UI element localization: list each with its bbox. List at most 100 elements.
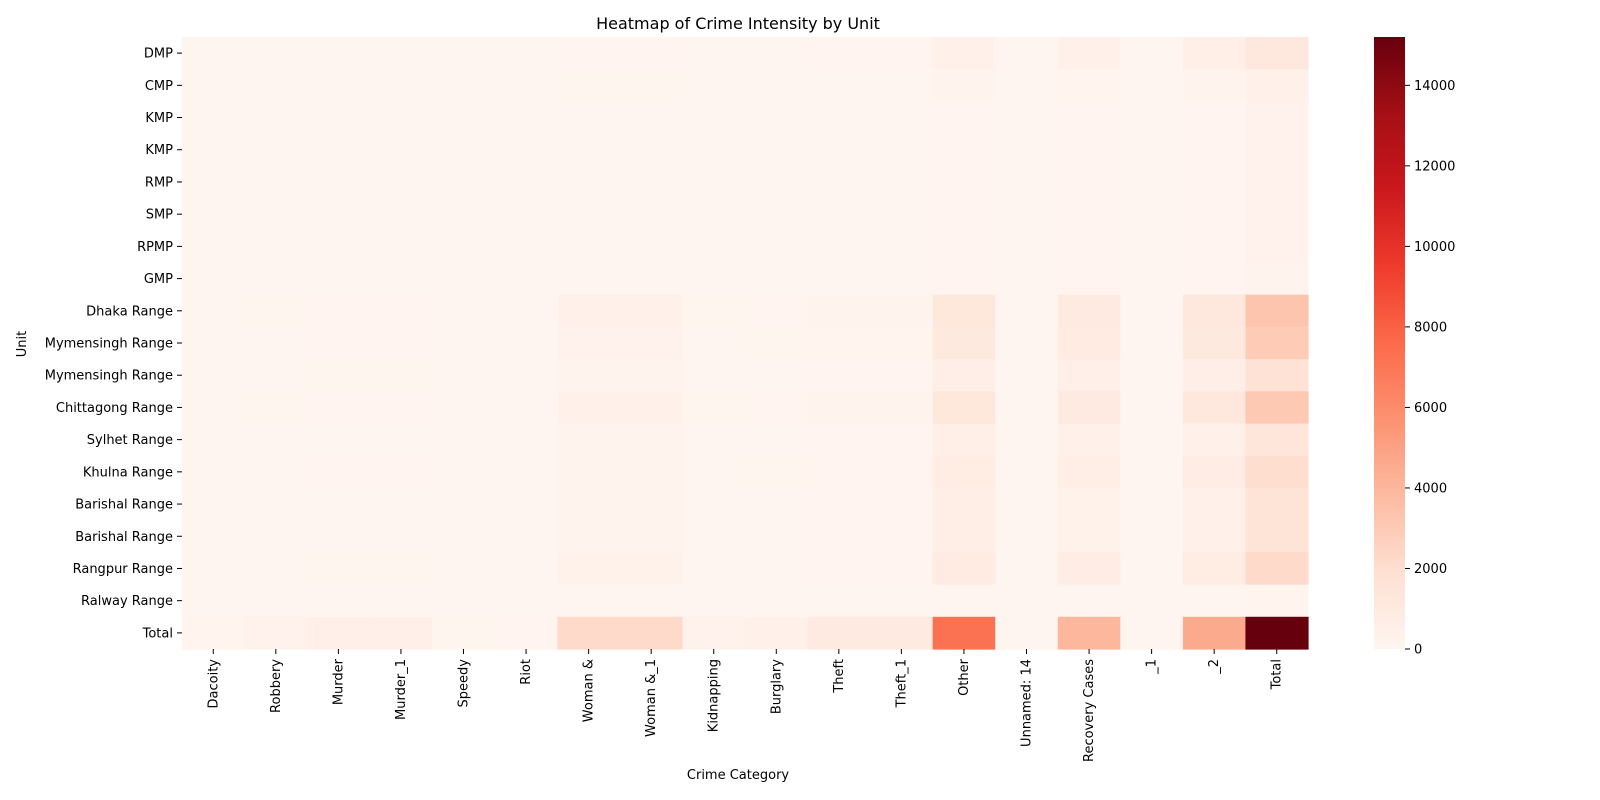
heatmap-cell xyxy=(307,326,371,360)
y-tick-label: KMP xyxy=(145,143,173,158)
heatmap-cell xyxy=(932,487,996,521)
heatmap-cell xyxy=(494,198,558,231)
heatmap-cell xyxy=(307,294,371,328)
heatmap-cell xyxy=(807,616,871,650)
heatmap-cell xyxy=(745,69,809,103)
heatmap-cell xyxy=(244,520,308,553)
heatmap-cell xyxy=(745,359,809,392)
heatmap-cell xyxy=(932,359,996,392)
heatmap-cell xyxy=(807,101,871,135)
heatmap-cell xyxy=(1057,198,1121,231)
heatmap-cell xyxy=(557,616,621,650)
x-tick-label: Theft xyxy=(832,659,847,694)
heatmap-cell xyxy=(494,359,558,392)
y-tick-label: Ralway Range xyxy=(81,594,173,609)
heatmap-cell xyxy=(182,616,246,650)
heatmap-cell xyxy=(870,552,934,586)
x-tick-label: Speedy xyxy=(457,659,472,708)
heatmap-cell xyxy=(244,198,308,231)
heatmap-cell xyxy=(432,230,496,264)
heatmap-cell xyxy=(745,616,809,650)
heatmap-cell xyxy=(1182,487,1247,521)
heatmap-cell xyxy=(182,520,246,553)
heatmap-cell xyxy=(995,391,1059,425)
x-tick-label: Robbery xyxy=(269,659,284,713)
heatmap-cell xyxy=(1120,584,1184,618)
heatmap-cell xyxy=(557,423,621,457)
heatmap-cell xyxy=(369,101,433,135)
heatmap-cell xyxy=(1245,359,1309,392)
y-tick-label: Mymensingh Range xyxy=(45,337,173,352)
heatmap-cell xyxy=(619,616,684,650)
heatmap-cell xyxy=(307,487,371,521)
heatmap-cell xyxy=(870,326,934,360)
heatmap-cell xyxy=(1182,616,1247,650)
heatmap-cell xyxy=(1120,520,1184,553)
heatmap-cell xyxy=(870,262,934,296)
heatmap-cell xyxy=(1120,487,1184,521)
heatmap-cell xyxy=(995,359,1059,392)
y-tick-label: SMP xyxy=(146,208,173,223)
heatmap-cell xyxy=(619,262,684,296)
heatmap-cell xyxy=(682,552,746,586)
heatmap-cell xyxy=(932,584,996,618)
heatmap-cell xyxy=(932,455,996,489)
heatmap-cell xyxy=(1120,69,1184,103)
y-tick-label: CMP xyxy=(145,79,173,94)
heatmap-cell xyxy=(1245,165,1309,199)
heatmap-cell xyxy=(682,37,746,70)
heatmap-cell xyxy=(369,198,433,231)
heatmap-cell xyxy=(369,455,433,489)
chart-title: Heatmap of Crime Intensity by Unit xyxy=(596,14,880,33)
heatmap-cell xyxy=(807,552,871,586)
heatmap-cell xyxy=(870,198,934,231)
heatmap-cell xyxy=(369,552,433,586)
heatmap-cell xyxy=(619,584,684,618)
y-tick-label: Total xyxy=(142,626,173,641)
x-tick-label: Murder xyxy=(331,658,346,705)
heatmap-cell xyxy=(182,326,246,360)
heatmap-cell xyxy=(1245,455,1309,489)
heatmap-cell xyxy=(307,520,371,553)
heatmap-cell xyxy=(1182,230,1247,264)
heatmap-cell xyxy=(307,262,371,296)
heatmap-cell xyxy=(307,230,371,264)
y-tick-label: Sylhet Range xyxy=(87,433,173,448)
heatmap-cell xyxy=(807,198,871,231)
heatmap-cell xyxy=(369,69,433,103)
heatmap-cell xyxy=(1120,165,1184,199)
heatmap-cell xyxy=(244,230,308,264)
colorbar-tick-label: 10000 xyxy=(1414,240,1455,255)
heatmap-cell xyxy=(995,262,1059,296)
y-tick-label: Rangpur Range xyxy=(73,562,173,577)
heatmap-cell xyxy=(745,520,809,553)
heatmap-cell xyxy=(1182,262,1247,296)
heatmap-cell xyxy=(807,423,871,457)
heatmap-cell xyxy=(995,133,1059,167)
heatmap-cell xyxy=(1120,359,1184,392)
heatmap-cell xyxy=(244,69,308,103)
heatmap-cell xyxy=(1182,133,1247,167)
heatmap-cell xyxy=(932,423,996,457)
heatmap-cell xyxy=(1120,230,1184,264)
x-tick-label: _1 xyxy=(1145,659,1160,675)
heatmap-cell xyxy=(745,423,809,457)
heatmap-cell xyxy=(932,326,996,360)
heatmap-cell xyxy=(870,359,934,392)
heatmap-cell xyxy=(1057,616,1121,650)
heatmap-cell xyxy=(432,133,496,167)
heatmap-cell xyxy=(870,165,934,199)
x-tick-label: Dacoity xyxy=(206,659,221,709)
heatmap-cell xyxy=(619,423,684,457)
heatmap-cell xyxy=(557,165,621,199)
heatmap-cell xyxy=(745,584,809,618)
heatmap-cell xyxy=(995,101,1059,135)
heatmap-cell xyxy=(1120,198,1184,231)
heatmap-cell xyxy=(182,133,246,167)
heatmap-cell xyxy=(807,359,871,392)
heatmap-cell xyxy=(870,455,934,489)
heatmap-cell xyxy=(682,326,746,360)
heatmap-cell xyxy=(307,101,371,135)
x-tick-label: Kidnapping xyxy=(707,659,722,732)
